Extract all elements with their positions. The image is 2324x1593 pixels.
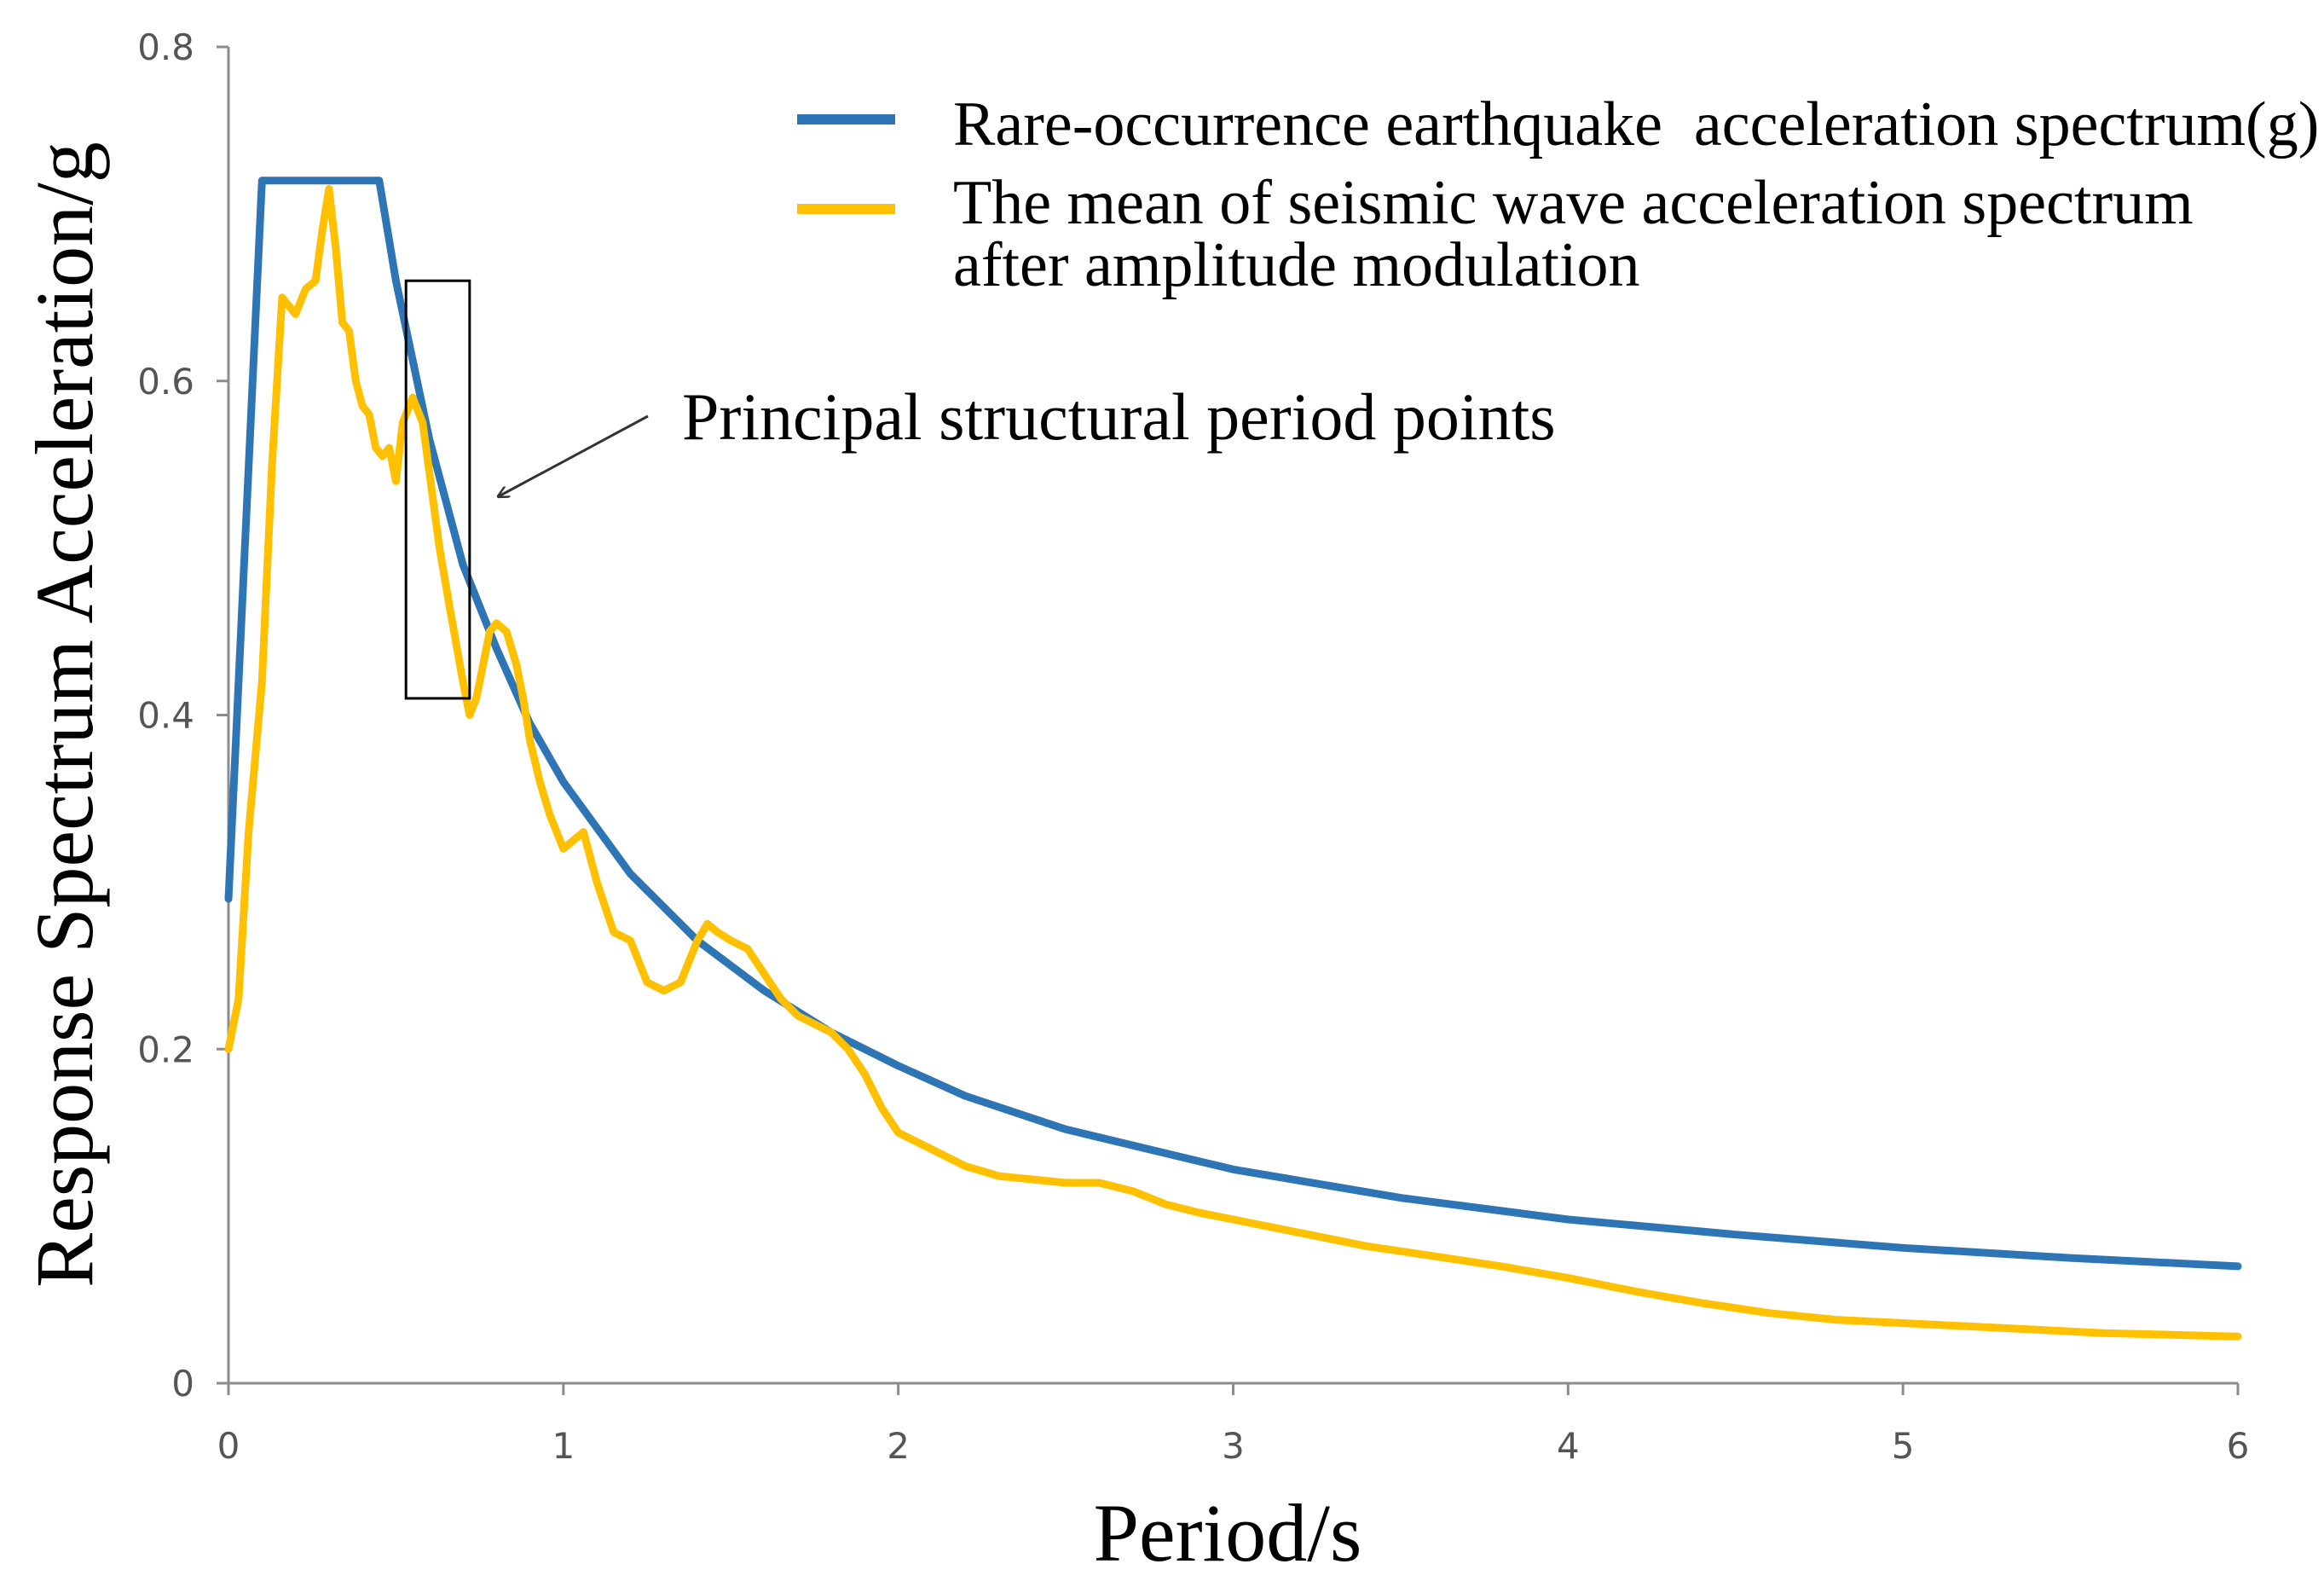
x-tick-label: 1 [552,1425,575,1467]
y-ticks: 0 0.2 0.4 0.6 0.8 [137,26,228,1405]
series-line-rare-occurrence [224,177,2242,1271]
y-tick-label: 0.2 [137,1028,194,1070]
x-tick-label: 4 [1557,1425,1580,1467]
series-line-seismic-mean [224,185,2242,1341]
legend: Rare-occurrence earthquake acceleration … [797,90,2319,300]
y-tick-label: 0.6 [137,361,194,403]
principal-period-box [404,279,471,700]
x-tick-label: 3 [1222,1425,1245,1467]
legend-label-seismic-mean-line1: The mean of seismic wave acceleration sp… [953,168,2194,238]
legend-label-seismic-mean-line2: after amplitude modulation [953,230,1640,300]
y-axis-title: Response Spectrum Acceleration/g [19,142,110,1288]
y-tick-label: 0.4 [137,695,194,737]
x-tick-label: 0 [217,1425,240,1467]
x-ticks: 0 1 2 3 4 5 6 [217,1383,2250,1467]
series-group [224,177,2242,1341]
x-tick-label: 2 [887,1425,910,1467]
y-tick-label: 0 [171,1363,194,1405]
annotation-arrow [499,414,649,496]
x-tick-label: 6 [2227,1425,2250,1467]
y-tick-label: 0.8 [137,26,194,68]
x-tick-label: 5 [1892,1425,1915,1467]
annotation-group: Principal structural period points [404,279,1556,700]
legend-label-rare-occurrence: Rare-occurrence earthquake acceleration … [953,90,2319,159]
x-axis-title: Period/s [1094,1487,1362,1579]
annotation-label: Principal structural period points [682,379,1556,454]
